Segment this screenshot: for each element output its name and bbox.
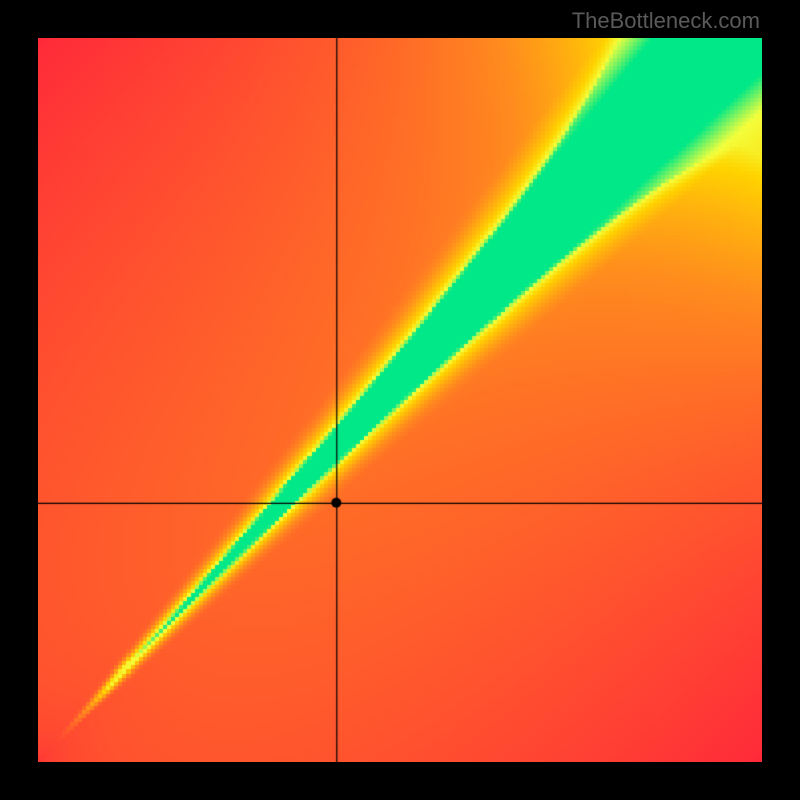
chart-container: TheBottleneck.com (0, 0, 800, 800)
bottleneck-heatmap (38, 38, 762, 762)
watermark-text: TheBottleneck.com (572, 8, 760, 34)
